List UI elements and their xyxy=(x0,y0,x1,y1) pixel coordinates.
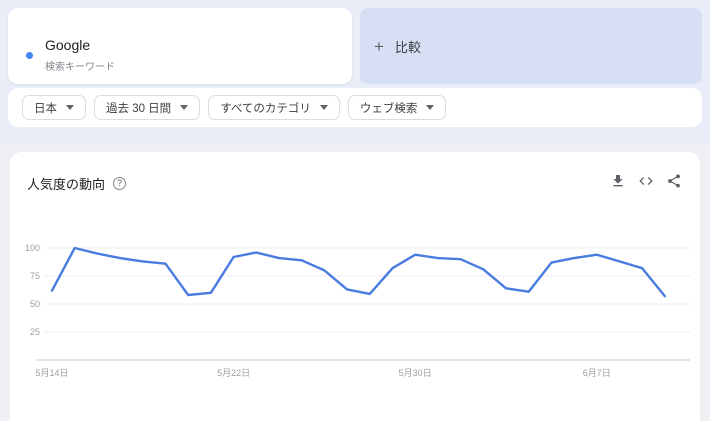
keyword-title: Google xyxy=(45,37,91,53)
chevron-down-icon xyxy=(319,105,328,110)
download-button[interactable] xyxy=(610,173,626,189)
share-button[interactable] xyxy=(666,173,682,189)
panel-actions xyxy=(610,173,682,189)
chevron-down-icon xyxy=(66,105,74,110)
y-axis-label: 100 xyxy=(24,243,40,253)
keyword-subtitle: 検索キーワード xyxy=(45,62,115,73)
filter-bar: 日本 過去 30 日間 すべてのカテゴリ ウェブ検索 xyxy=(8,88,702,127)
y-axis-label: 25 xyxy=(29,327,40,337)
share-icon xyxy=(668,174,680,188)
panel-title: 人気度の動向 xyxy=(27,177,106,192)
trend-chart xyxy=(36,246,690,361)
filter-searchtype-label: ウェブ検索 xyxy=(359,102,418,115)
series-dot-icon xyxy=(26,52,33,59)
filter-region-label: 日本 xyxy=(34,102,57,115)
x-axis-label: 6月7日 xyxy=(582,368,611,378)
filter-timerange-label: 過去 30 日間 xyxy=(106,102,172,115)
chevron-down-icon xyxy=(426,105,435,110)
filter-timerange-dropdown[interactable]: 過去 30 日間 xyxy=(94,95,201,120)
trend-line xyxy=(50,246,667,298)
chevron-down-icon xyxy=(180,105,189,110)
plus-icon: + xyxy=(374,36,384,56)
y-axis-label: 50 xyxy=(29,299,40,309)
y-axis-label: 75 xyxy=(29,271,40,281)
keyword-card[interactable]: Google 検索キーワード xyxy=(8,8,352,84)
filter-category-label: すべてのカテゴリ xyxy=(220,102,311,115)
embed-button[interactable] xyxy=(638,173,654,189)
embed-icon xyxy=(639,177,653,185)
interest-over-time-panel: 人気度の動向 ? 100 75 50 25 5月14日 5月22日 5月30日 6月7日 xyxy=(10,152,700,421)
add-comparison-button[interactable]: + 比較 xyxy=(360,8,702,84)
compare-label: 比較 xyxy=(394,39,421,55)
download-icon xyxy=(613,175,623,187)
x-axis-label: 5月14日 xyxy=(35,368,69,378)
filter-searchtype-dropdown[interactable]: ウェブ検索 xyxy=(347,95,447,120)
filter-region-dropdown[interactable]: 日本 xyxy=(22,95,86,120)
help-icon[interactable]: ? xyxy=(113,177,127,190)
x-axis-label: 5月30日 xyxy=(398,368,432,378)
filter-category-dropdown[interactable]: すべてのカテゴリ xyxy=(208,95,340,120)
panel-header: 人気度の動向 ? xyxy=(27,174,127,193)
x-axis-label: 5月22日 xyxy=(217,368,251,378)
